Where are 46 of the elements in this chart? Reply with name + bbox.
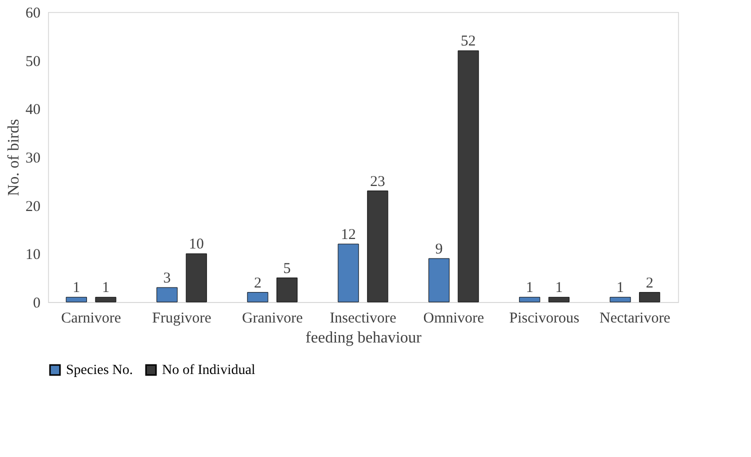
data-label: 52 [460, 34, 476, 50]
data-label: 1 [102, 280, 110, 296]
y-tick-label: 20 [26, 198, 40, 215]
bar [247, 292, 268, 302]
bar [95, 296, 116, 302]
x-tick-label: Nectarivore [600, 310, 671, 326]
data-label: 12 [340, 227, 356, 243]
bar [276, 278, 298, 302]
x-tick-label: Frugivore [152, 310, 212, 326]
bar [548, 296, 570, 302]
data-label: 2 [254, 275, 262, 292]
data-label: 1 [555, 280, 563, 296]
y-tick-label: 60 [26, 6, 40, 22]
x-tick-label: Insectivore [330, 310, 397, 326]
data-label: 1 [526, 280, 534, 296]
x-tick-label: Carnivore [61, 310, 122, 326]
y-tick-label: 10 [26, 247, 40, 264]
y-axis-title: No. of birds [6, 119, 22, 196]
bar [186, 253, 207, 302]
x-tick-label: Piscivorous [509, 310, 580, 326]
y-tick-label: 30 [26, 150, 40, 166]
x-axis-title: feeding behaviour [306, 330, 422, 346]
data-label: 23 [370, 174, 386, 190]
data-label: 3 [163, 270, 171, 286]
data-label: 1 [616, 280, 624, 296]
bar [639, 292, 660, 302]
bar [367, 190, 388, 302]
bar [458, 50, 479, 302]
bar [610, 296, 631, 302]
y-tick-label: 40 [26, 102, 40, 118]
y-tick-label: 50 [26, 54, 40, 70]
legend-label: Species No. [66, 363, 133, 378]
bar [338, 244, 359, 302]
data-label: 2 [646, 275, 654, 292]
data-label: 10 [188, 236, 204, 253]
bar [428, 258, 450, 302]
bar [66, 296, 87, 302]
data-label: 1 [72, 280, 80, 296]
data-label: 9 [435, 242, 443, 258]
bar [156, 287, 178, 302]
x-tick-label: Granivore [242, 310, 304, 326]
legend-label: No of Individual [162, 363, 256, 378]
x-tick-label: Omnivore [423, 310, 484, 326]
y-tick-label: 0 [33, 296, 40, 312]
data-label: 5 [283, 260, 291, 277]
bar [519, 296, 540, 302]
